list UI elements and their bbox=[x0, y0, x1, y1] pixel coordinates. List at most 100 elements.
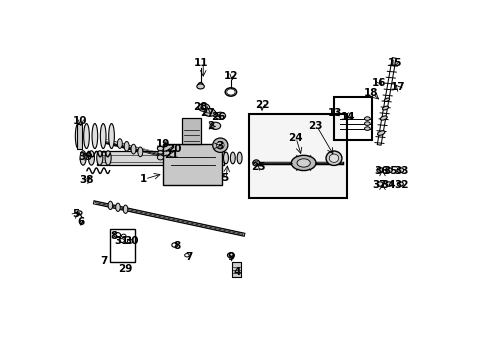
Ellipse shape bbox=[108, 123, 114, 149]
Text: 31: 31 bbox=[114, 235, 129, 246]
Ellipse shape bbox=[138, 147, 142, 157]
Ellipse shape bbox=[385, 182, 391, 186]
Bar bbox=[333, 97, 371, 140]
Ellipse shape bbox=[226, 89, 235, 95]
Ellipse shape bbox=[97, 151, 102, 165]
Text: 34: 34 bbox=[381, 180, 395, 190]
Text: 3: 3 bbox=[216, 141, 224, 151]
Text: 12: 12 bbox=[223, 71, 238, 81]
Ellipse shape bbox=[203, 109, 215, 116]
Ellipse shape bbox=[123, 205, 127, 213]
Text: 15: 15 bbox=[387, 58, 402, 68]
Ellipse shape bbox=[223, 152, 228, 164]
Ellipse shape bbox=[88, 151, 94, 165]
Ellipse shape bbox=[237, 152, 242, 164]
Text: 8: 8 bbox=[110, 231, 118, 241]
Text: 4: 4 bbox=[233, 267, 241, 277]
Text: 16: 16 bbox=[371, 77, 386, 87]
Bar bbox=[77, 123, 82, 149]
Text: 1: 1 bbox=[140, 174, 147, 184]
Ellipse shape bbox=[296, 159, 310, 167]
Text: 26: 26 bbox=[211, 112, 225, 122]
Ellipse shape bbox=[216, 141, 224, 149]
Ellipse shape bbox=[124, 141, 129, 151]
Bar bbox=[109, 229, 135, 262]
Text: 10: 10 bbox=[73, 116, 87, 126]
Ellipse shape bbox=[377, 131, 384, 135]
Ellipse shape bbox=[116, 203, 120, 211]
Ellipse shape bbox=[376, 182, 383, 186]
Ellipse shape bbox=[325, 151, 341, 166]
Ellipse shape bbox=[385, 168, 391, 173]
Text: 17: 17 bbox=[389, 82, 404, 92]
Ellipse shape bbox=[230, 152, 235, 164]
Text: 37: 37 bbox=[371, 180, 386, 190]
Ellipse shape bbox=[196, 84, 204, 89]
Ellipse shape bbox=[117, 139, 122, 148]
Text: 25: 25 bbox=[250, 162, 265, 172]
Bar bbox=[97, 151, 224, 165]
Text: 2: 2 bbox=[207, 121, 214, 131]
Ellipse shape bbox=[198, 104, 209, 111]
Ellipse shape bbox=[105, 151, 111, 165]
Text: 30: 30 bbox=[124, 237, 138, 246]
Text: 32: 32 bbox=[393, 180, 408, 190]
Bar bbox=[163, 144, 222, 185]
Ellipse shape bbox=[157, 155, 163, 160]
Ellipse shape bbox=[158, 151, 163, 154]
Text: 8: 8 bbox=[173, 241, 180, 251]
Ellipse shape bbox=[83, 123, 89, 149]
Text: 21: 21 bbox=[163, 150, 178, 160]
Text: 36: 36 bbox=[373, 166, 388, 176]
Ellipse shape bbox=[380, 116, 386, 120]
Ellipse shape bbox=[200, 105, 207, 110]
Text: 38: 38 bbox=[80, 175, 94, 185]
Text: 27: 27 bbox=[199, 108, 214, 118]
Text: 9: 9 bbox=[227, 252, 234, 262]
Text: 6: 6 bbox=[78, 217, 84, 227]
Ellipse shape bbox=[364, 122, 369, 125]
Ellipse shape bbox=[212, 138, 227, 152]
Text: 23: 23 bbox=[308, 121, 323, 131]
Text: 28: 28 bbox=[193, 102, 207, 112]
Ellipse shape bbox=[376, 168, 383, 173]
Text: 18: 18 bbox=[363, 88, 378, 98]
Ellipse shape bbox=[364, 117, 369, 120]
Text: 11: 11 bbox=[193, 58, 207, 68]
Ellipse shape bbox=[364, 127, 369, 130]
Text: 24: 24 bbox=[287, 133, 302, 143]
Text: 14: 14 bbox=[340, 112, 355, 122]
Text: 33: 33 bbox=[393, 166, 408, 176]
Ellipse shape bbox=[100, 123, 106, 149]
Ellipse shape bbox=[252, 160, 259, 166]
Text: 19: 19 bbox=[155, 139, 169, 149]
Text: 29: 29 bbox=[118, 264, 132, 274]
Text: 7: 7 bbox=[100, 256, 107, 266]
Text: 22: 22 bbox=[254, 100, 269, 110]
Ellipse shape bbox=[157, 146, 163, 151]
Ellipse shape bbox=[396, 182, 403, 186]
Ellipse shape bbox=[80, 151, 86, 165]
Ellipse shape bbox=[384, 98, 389, 102]
Ellipse shape bbox=[75, 123, 81, 149]
Text: 39: 39 bbox=[79, 152, 93, 162]
Ellipse shape bbox=[92, 123, 98, 149]
Text: 35: 35 bbox=[382, 166, 397, 176]
Ellipse shape bbox=[254, 161, 258, 165]
Ellipse shape bbox=[382, 106, 388, 110]
Ellipse shape bbox=[131, 144, 136, 154]
Bar bbox=[249, 114, 346, 198]
Ellipse shape bbox=[198, 82, 203, 88]
Text: 20: 20 bbox=[167, 144, 182, 153]
Ellipse shape bbox=[396, 168, 403, 173]
Ellipse shape bbox=[210, 122, 220, 129]
Ellipse shape bbox=[328, 154, 338, 162]
Bar bbox=[182, 118, 200, 144]
Text: 7: 7 bbox=[185, 252, 192, 262]
Text: 5: 5 bbox=[72, 209, 79, 219]
Ellipse shape bbox=[291, 155, 315, 171]
Bar bbox=[232, 262, 240, 278]
Text: 13: 13 bbox=[327, 108, 341, 118]
Ellipse shape bbox=[215, 112, 225, 120]
Text: 5: 5 bbox=[221, 174, 228, 184]
